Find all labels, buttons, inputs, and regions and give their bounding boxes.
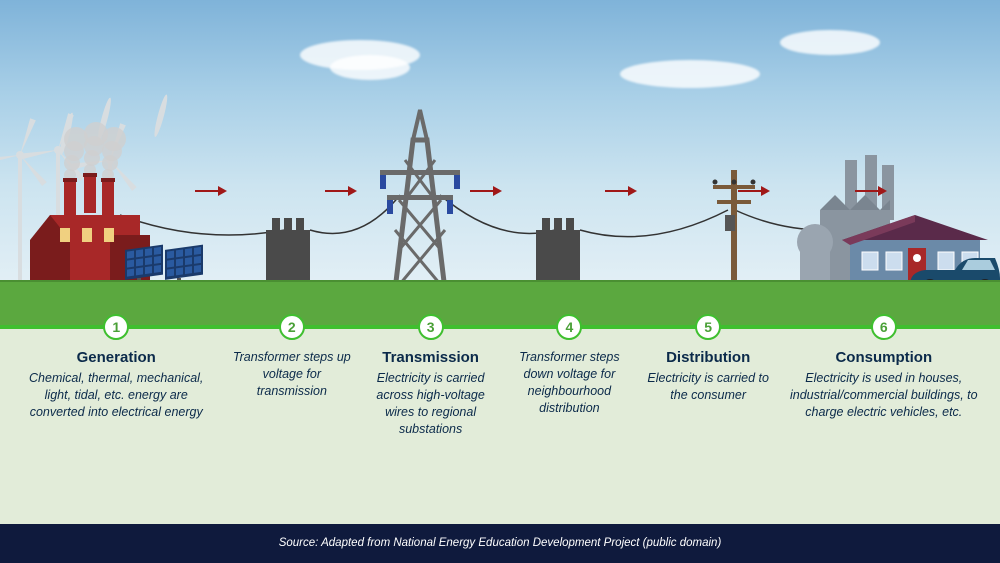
step-1: 1GenerationChemical, thermal, mechanical…: [10, 349, 222, 514]
step-title: Distribution: [647, 349, 770, 366]
step-title: Transmission: [369, 349, 492, 366]
step-6: 6ConsumptionElectricity is used in house…: [778, 349, 990, 514]
flow-arrow: [470, 190, 500, 192]
step-4: 4Transformer steps down voltage for neig…: [500, 349, 639, 514]
flow-arrow: [325, 190, 355, 192]
step-3: 3TransmissionElectricity is carried acro…: [361, 349, 500, 514]
step-badge: 3: [418, 314, 444, 340]
step-2: 2Transformer steps up voltage for transm…: [222, 349, 361, 514]
distribution-art: [705, 0, 765, 325]
transmission-art: [365, 0, 475, 325]
generation-art: [0, 0, 210, 325]
step-badge: 6: [871, 314, 897, 340]
transformer-down-art: [528, 0, 588, 325]
flow-arrow: [605, 190, 635, 192]
step-badge: 2: [279, 314, 305, 340]
step-badge: 1: [103, 314, 129, 340]
step-badge: 4: [556, 314, 582, 340]
step-body: Electricity is carried to the consumer: [647, 370, 770, 404]
ground: [0, 280, 1000, 325]
step-title: Consumption: [786, 349, 982, 366]
flow-arrow: [738, 190, 768, 192]
flow-arrow: [855, 190, 885, 192]
descriptions-row: 1GenerationChemical, thermal, mechanical…: [0, 329, 1000, 524]
step-body: Electricity is carried across high-volta…: [369, 370, 492, 438]
source-footer: Source: Adapted from National Energy Edu…: [0, 524, 1000, 563]
step-title: Generation: [18, 349, 214, 366]
step-body: Electricity is used in houses, industria…: [786, 370, 982, 421]
step-body: Transformer steps down voltage for neigh…: [508, 349, 631, 417]
consumption-art: [790, 0, 1000, 325]
step-badge: 5: [695, 314, 721, 340]
step-body: Chemical, thermal, mechanical, light, ti…: [18, 370, 214, 421]
step-body: Transformer steps up voltage for transmi…: [230, 349, 353, 400]
infographic-scene: 1 Generation Chemical, thermal, mechanical…: [0, 0, 1000, 563]
transformer-up-art: [258, 0, 318, 325]
step-5: 5DistributionElectricity is carried to t…: [639, 349, 778, 514]
flow-arrow: [195, 190, 225, 192]
